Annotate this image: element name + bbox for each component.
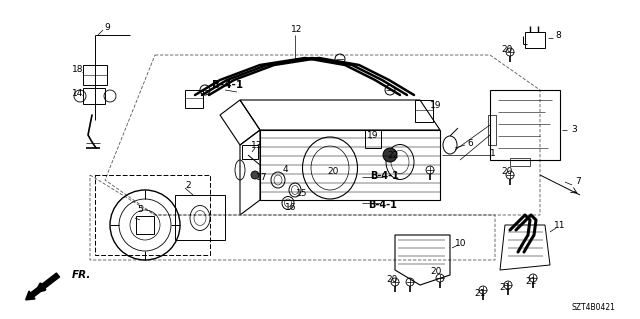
Text: 16: 16 (285, 203, 297, 211)
Text: 4: 4 (282, 166, 288, 174)
Bar (185, 90, 203, 108)
Bar (488, 115, 496, 145)
Text: 3: 3 (571, 125, 577, 135)
Text: 7: 7 (575, 177, 581, 187)
Bar (242, 145, 258, 159)
Text: FR.: FR. (72, 270, 92, 280)
Text: 20: 20 (501, 44, 513, 54)
Text: 9: 9 (104, 24, 110, 33)
Text: 22: 22 (387, 151, 399, 160)
Circle shape (251, 171, 259, 179)
Text: 20: 20 (501, 167, 513, 176)
Text: 10: 10 (455, 239, 467, 248)
Text: 12: 12 (291, 26, 303, 34)
FancyArrow shape (26, 273, 60, 300)
Bar (175, 195, 225, 240)
Text: 8: 8 (555, 32, 561, 41)
Text: 18: 18 (72, 65, 84, 75)
Text: 15: 15 (296, 189, 308, 197)
Text: 1: 1 (490, 150, 496, 159)
Text: 19: 19 (367, 131, 379, 140)
Text: B-4-1: B-4-1 (371, 171, 399, 181)
Bar (83, 65, 107, 85)
Bar (136, 216, 154, 234)
Bar (525, 32, 545, 48)
Text: 5: 5 (137, 204, 143, 213)
Text: 20: 20 (430, 268, 442, 277)
Text: 11: 11 (554, 221, 566, 231)
Text: 14: 14 (72, 88, 84, 98)
Text: 13: 13 (252, 140, 263, 150)
Bar (95, 175, 210, 255)
Text: 20: 20 (327, 167, 339, 176)
Text: 6: 6 (467, 138, 473, 147)
Text: 21: 21 (525, 277, 537, 286)
Bar (415, 100, 433, 122)
Bar (490, 90, 560, 160)
Text: B-4-1: B-4-1 (369, 200, 397, 210)
Text: 19: 19 (430, 100, 442, 109)
Text: 17: 17 (256, 174, 268, 182)
Text: 21: 21 (474, 288, 486, 298)
Circle shape (383, 148, 397, 162)
Text: 21: 21 (499, 284, 511, 293)
Bar (510, 158, 530, 166)
Text: SZT4B0421: SZT4B0421 (571, 303, 615, 312)
Bar (83, 88, 105, 104)
Text: 20: 20 (387, 275, 397, 284)
Text: 2: 2 (185, 181, 191, 189)
Text: B-4-1: B-4-1 (212, 80, 244, 90)
Bar (365, 130, 381, 148)
